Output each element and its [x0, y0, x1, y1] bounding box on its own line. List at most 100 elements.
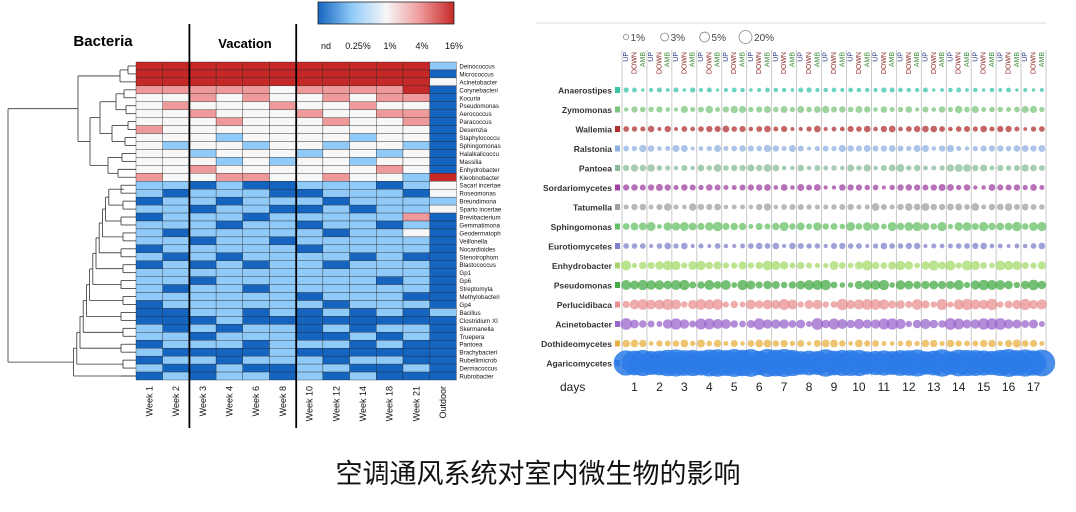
- bubble: [714, 184, 721, 191]
- heatmap-cell: [296, 173, 324, 182]
- heatmap-cell: [162, 85, 190, 94]
- bubble: [1036, 299, 1047, 310]
- heatmap-column-label: Week 6: [251, 386, 261, 416]
- bubble: [747, 184, 754, 191]
- heatmap-cell: [296, 77, 324, 87]
- bubble: [1021, 203, 1029, 211]
- bubble: [938, 145, 946, 152]
- condition-label: UP: [648, 52, 655, 62]
- day-label: 3: [681, 380, 688, 394]
- bubble: [972, 340, 979, 347]
- day-label: 12: [902, 380, 916, 394]
- heatmap-cell: [269, 117, 297, 126]
- heatmap-cell: [242, 157, 270, 166]
- bubble: [922, 184, 929, 191]
- bubble: [823, 126, 828, 132]
- bubble: [670, 318, 682, 330]
- day-label: 10: [852, 380, 866, 394]
- bubble: [888, 145, 896, 152]
- bubble: [897, 340, 904, 347]
- heatmap-cell: [189, 141, 217, 150]
- bubble: [790, 165, 795, 171]
- heatmap-cell: [376, 371, 404, 381]
- heatmap-row-label: Kocuria: [459, 95, 481, 102]
- bubble: [1037, 221, 1047, 232]
- bubble: [973, 185, 978, 190]
- bubble: [789, 242, 796, 250]
- heatmap-cell: [296, 93, 324, 102]
- heatmap-cell: [402, 141, 430, 150]
- bubble: [979, 339, 988, 348]
- bubble: [731, 185, 737, 190]
- heatmap-row-labels: DeinococcusMicrococcusAcinetobacterCoryn…: [459, 63, 502, 380]
- bubble: [798, 126, 803, 132]
- heatmap-cell: [135, 244, 163, 253]
- bubble: [830, 242, 838, 250]
- heatmap-row-label: Truepera: [459, 334, 484, 341]
- heatmap-row-label: Gp1: [459, 270, 471, 277]
- bubble: [1019, 298, 1031, 311]
- bubble: [771, 260, 781, 271]
- heatmap-cell: [322, 204, 350, 214]
- bubble: [673, 165, 679, 171]
- heatmap-cell: [429, 109, 457, 118]
- heatmap-cell: [162, 308, 190, 317]
- bubble: [739, 164, 746, 172]
- heatmap-cell: [402, 212, 430, 222]
- heatmap-cell: [296, 133, 324, 142]
- heatmap-cell: [296, 141, 324, 150]
- heatmap-color-legend: nd 0.25% 1% 4% 16%: [317, 1, 463, 51]
- heatmap-cell: [215, 228, 243, 238]
- bubble: [980, 164, 988, 172]
- heatmap-cell: [162, 93, 190, 102]
- taxon-label: Wallemia: [575, 125, 612, 135]
- condition-label: AMB: [1039, 52, 1046, 68]
- condition-label: DOWN: [1006, 52, 1013, 74]
- bubble: [806, 165, 812, 171]
- bubble: [680, 145, 688, 152]
- bubble: [828, 318, 840, 330]
- heatmap-cell: [296, 189, 324, 198]
- heatmap-cell: [135, 340, 163, 349]
- heatmap-cell: [429, 93, 457, 102]
- bubble: [1023, 88, 1028, 92]
- bubble: [790, 88, 795, 92]
- condition-label: UP: [798, 52, 805, 62]
- size-legend-label: 1%: [631, 33, 646, 44]
- bubble: [779, 319, 789, 329]
- heatmap-row-label: Desemzia: [459, 127, 487, 134]
- heatmap-cell: [135, 363, 163, 373]
- bubble: [1028, 349, 1056, 377]
- bubble: [921, 222, 930, 231]
- heatmap-cell: [189, 244, 217, 253]
- bubble: [721, 319, 731, 329]
- condition-label: AMB: [989, 52, 996, 68]
- bubble-taxa-labels: Anaerostipes Zymomonas Wallemia Ralstonia Pa…: [541, 86, 620, 369]
- bubble: [731, 145, 738, 152]
- bubble: [896, 164, 905, 172]
- bubble: [823, 204, 829, 210]
- heatmap-cell: [349, 284, 377, 293]
- bubble: [723, 87, 728, 93]
- bubble: [905, 320, 913, 328]
- heatmap-cell: [322, 173, 350, 182]
- bubble: [964, 340, 970, 347]
- heatmap-row-label: Gp4: [459, 302, 471, 309]
- bubble: [823, 262, 829, 269]
- bubble: [723, 145, 729, 152]
- heatmap-cell: [429, 77, 457, 87]
- bubble: [862, 260, 873, 271]
- heatmap-column-labels: Week 1 Week 2 Week 3 Week 4 Week 6 Week 8 Week…: [144, 386, 448, 421]
- bubble: [939, 340, 945, 347]
- heatmap-cell: [242, 173, 270, 182]
- heatmap-cell: [189, 268, 217, 277]
- bubble: [839, 282, 846, 288]
- bubble: [748, 126, 754, 132]
- heatmap-cell: [189, 284, 217, 293]
- taxon-label: Sordariomycetes: [543, 183, 612, 193]
- bubble: [870, 280, 881, 290]
- bubble: [931, 107, 937, 112]
- bubble: [680, 339, 689, 348]
- heatmap-cell: [349, 348, 377, 357]
- bubble: [830, 281, 838, 289]
